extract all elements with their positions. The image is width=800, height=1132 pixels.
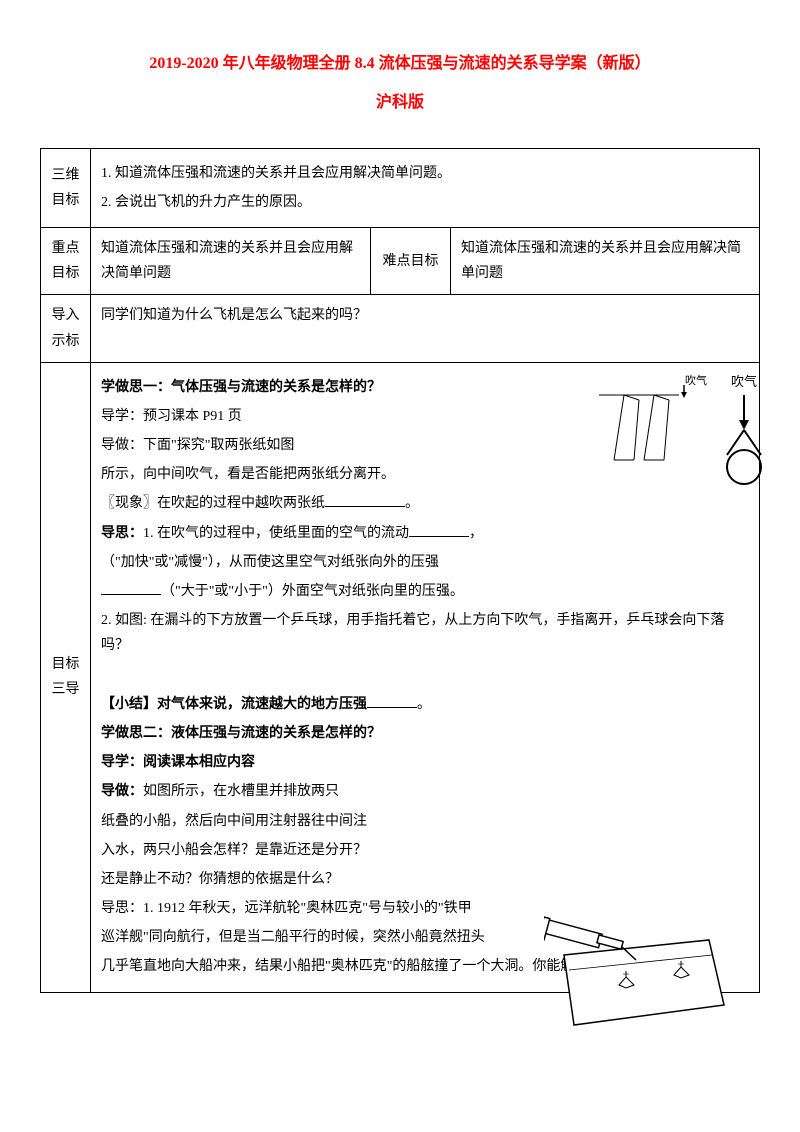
row-label: 三维目标 (41, 148, 91, 227)
content-wrapper: 吹气 吹气 (101, 375, 749, 980)
row-content-right: 知道流体压强和流速的关系并且会应用解决简单问题 (451, 227, 760, 294)
row-content: 同学们知道为什么飞机是怎么飞起来的吗？ (91, 295, 760, 362)
body-line: 2. 如图: 在漏斗的下方放置一个乒乓球，用手指托着它，从上方向下吹气，手指离开… (101, 608, 749, 658)
lesson-table: 三维目标 1. 知道流体压强和流速的关系并且会应用解决简单问题。 2. 会说出飞… (40, 148, 760, 993)
paper-blow-icon (589, 380, 689, 470)
boat-syringe-icon (544, 905, 734, 1035)
row-content-main: 吹气 吹气 (91, 362, 760, 992)
fill-blank (325, 493, 405, 507)
body-line: 导思：1. 在吹气的过程中，使纸里面的空气的流动， (101, 521, 749, 546)
row-label: 目标三导 (41, 362, 91, 992)
row-label: 导入示标 (41, 295, 91, 362)
body-line: 〖现象〗在吹起的过程中越吹两张纸。 (101, 491, 749, 516)
fill-blank (409, 523, 469, 537)
body-line (101, 663, 749, 688)
row-label: 重点目标 (41, 227, 91, 294)
section-title: 学做思二：液体压强与流速的关系是怎样的？ (101, 721, 749, 746)
body-line: 【小结】对气体来说，流速越大的地方压强。 (101, 692, 749, 717)
row-content: 知道流体压强和流速的关系并且会应用解决简单问题 (91, 227, 371, 294)
body-line: 入水，两只小船会怎样？是靠近还是分开？ (101, 838, 749, 863)
fill-blank (367, 694, 417, 708)
body-line: 还是静止不动？你猜想的依据是什么？ (101, 867, 749, 892)
objective-line: 2. 会说出飞机的升力产生的原因。 (101, 190, 749, 215)
fill-blank (101, 581, 161, 595)
table-row: 目标三导 吹气 (41, 362, 760, 992)
document-subtitle: 沪科版 (40, 89, 760, 118)
body-line: 导做：如图所示，在水槽里并排放两只 (101, 779, 749, 804)
row-content: 1. 知道流体压强和流速的关系并且会应用解决简单问题。 2. 会说出飞机的升力产… (91, 148, 760, 227)
funnel-ball-icon (719, 395, 769, 495)
body-line: （"加快"或"减慢"），从而使这里空气对纸张向外的压强 (101, 550, 749, 575)
paper-diagram: 吹气 (589, 380, 689, 479)
table-row: 重点目标 知道流体压强和流速的关系并且会应用解决简单问题 难点目标 知道流体压强… (41, 227, 760, 294)
row-mid-label: 难点目标 (371, 227, 451, 294)
boat-syringe-diagram (544, 905, 734, 1044)
diagram-label: 吹气 (685, 372, 707, 392)
body-line: 纸叠的小船，然后向中间用注射器往中间注 (101, 809, 749, 834)
diagram-label: 吹气 (719, 370, 769, 393)
body-line: （"大于"或"小于"）外面空气对纸张向里的压强。 (101, 579, 749, 604)
body-line: 导学：阅读课本相应内容 (101, 750, 749, 775)
funnel-diagram: 吹气 (719, 370, 769, 505)
objective-line: 1. 知道流体压强和流速的关系并且会应用解决简单问题。 (101, 161, 749, 186)
table-row: 三维目标 1. 知道流体压强和流速的关系并且会应用解决简单问题。 2. 会说出飞… (41, 148, 760, 227)
document-title: 2019-2020 年八年级物理全册 8.4 流体压强与流速的关系导学案（新版） (40, 50, 760, 79)
table-row: 导入示标 同学们知道为什么飞机是怎么飞起来的吗？ (41, 295, 760, 362)
